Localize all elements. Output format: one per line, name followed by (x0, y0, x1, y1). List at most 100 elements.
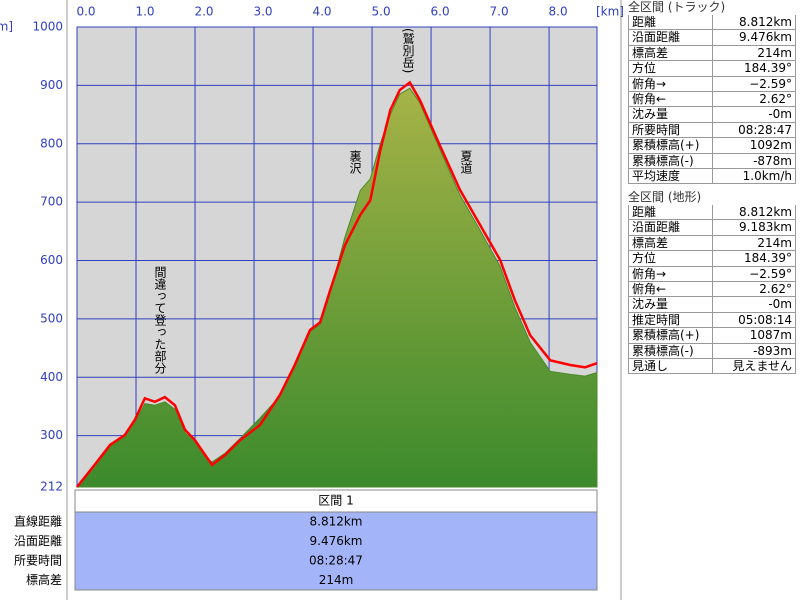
row: 距離 8.812km (628, 15, 796, 31)
x-tick-label: 4.0 (312, 5, 331, 19)
row: 沿面距離 9.183km (628, 220, 796, 236)
section-rows-bg (74, 511, 598, 591)
cell-label: 標高差 (632, 235, 669, 250)
cell-label: 沈み量 (632, 107, 669, 122)
cell-value: -878m (711, 153, 796, 168)
x-tick-label: 0.0 (76, 5, 95, 19)
x-tick-label: 7.0 (490, 5, 509, 19)
x-tick-label: 8.0 (549, 5, 568, 19)
row: 方位 184.39° (628, 61, 796, 77)
annotation: (鷲別岳) (401, 28, 415, 73)
ptitle: 全区間 (地形) (628, 190, 796, 205)
cell-value: 2.62° (711, 281, 796, 297)
cell-value: −2.59° (711, 266, 796, 281)
cell-label: 俯角→ (632, 266, 667, 281)
cell-value: 184.39° (711, 251, 796, 266)
cell-label: 沿面距離 (632, 220, 681, 235)
row: 俯角← 2.62° (628, 281, 796, 298)
row: 累積標高(-) -878m (628, 153, 796, 169)
section-header: 区間 1 (318, 494, 353, 508)
cell-value: 2.62° (711, 91, 796, 107)
y-tick-label: 700 (40, 195, 63, 209)
cell-value: 1.0km/h (711, 168, 796, 184)
track-line (76, 80, 598, 488)
cell-value: 05:08:14 (711, 312, 796, 328)
row: 累積標高(+) 1087m (628, 328, 796, 344)
row: 累積標高(-) -893m (628, 343, 796, 359)
y-tick-label: 900 (40, 78, 63, 92)
section-label: 沿面距離 (14, 534, 62, 548)
cell-label: 距離 (632, 15, 657, 29)
row: 俯角← 2.62° (628, 91, 796, 108)
section-label: 所要時間 (14, 554, 62, 568)
section-label: 直線距離 (14, 514, 62, 529)
cell-label: 累積標高(-) (632, 343, 694, 358)
y-tick-label: 600 (40, 253, 63, 267)
row: 距離 8.812km (628, 205, 796, 221)
terrain-panel: 全区間 (地形) 距離 8.812km 沿面距離 9.183km 標高差 214m 方位 184… (628, 190, 796, 375)
y-tick-label: 400 (40, 370, 63, 384)
cell-label: 標高差 (632, 45, 669, 60)
cell-label: 累積標高(+) (632, 328, 700, 343)
row: 沈み量 -0m (628, 297, 796, 313)
section-value: 08:28:47 (309, 554, 363, 568)
cell-label: 俯角← (632, 281, 667, 296)
y-tick-label: 300 (40, 428, 63, 442)
cell-value: -0m (711, 297, 796, 312)
row: 推定時間 05:08:14 (628, 312, 796, 329)
cell-value: −2.59° (711, 76, 796, 91)
ptitle: 全区間 (トラック) (628, 0, 796, 15)
cell-label: 累積標高(+) (632, 138, 700, 153)
row: 沈み量 -0m (628, 107, 796, 123)
cell-value: 8.812km (711, 205, 796, 220)
cell-value: 214m (711, 45, 796, 61)
y-tick-label: 212 (40, 480, 63, 494)
cell-label: 累積標高(-) (632, 153, 694, 168)
cell-value: 184.39° (711, 61, 796, 76)
row: 標高差 214m (628, 45, 796, 62)
row: 平均速度 1.0km/h (628, 168, 796, 185)
cell-value: 08:28:47 (711, 122, 796, 138)
cell-value: 9.476km (711, 30, 796, 45)
x-tick-label: 1.0 (135, 5, 154, 19)
cell-label: 俯角← (632, 91, 667, 106)
cell-value: 見えません (711, 358, 796, 374)
row: 所要時間 08:28:47 (628, 122, 796, 139)
row: 俯角→ −2.59° (628, 266, 796, 282)
row: 沿面距離 9.476km (628, 30, 796, 46)
section-label: 標高差 (26, 572, 62, 587)
row: 俯角→ −2.59° (628, 76, 796, 92)
x-tick-label: 6.0 (431, 5, 450, 19)
annotation: 裏沢 (348, 149, 362, 175)
y-tick-label: 1000 (32, 20, 63, 34)
cell-label: 推定時間 (632, 312, 681, 327)
y-unit: [m] (0, 20, 13, 34)
cell-label: 見通し (632, 358, 669, 373)
section-value: 8.812km (310, 515, 363, 529)
cell-value: 8.812km (711, 15, 796, 30)
cell-value: 9.183km (711, 220, 796, 235)
cell-label: 方位 (632, 61, 657, 76)
cell-value: -893m (711, 343, 796, 358)
cell-value: -0m (711, 107, 796, 122)
row: 見通し 見えません (628, 358, 796, 375)
cell-label: 俯角→ (632, 76, 667, 91)
x-tick-label: 2.0 (194, 5, 213, 19)
cell-label: 距離 (632, 205, 657, 219)
track-panel: 全区間 (トラック) 距離 8.812km 沿面距離 9.476km 標高差 214m 方位 1… (628, 0, 796, 185)
annotation: 間違って登った部分 (153, 266, 167, 375)
cell-label: 方位 (632, 251, 657, 266)
cell-value: 1087m (711, 328, 796, 343)
section-value: 9.476km (310, 534, 363, 548)
x-tick-label: 5.0 (372, 5, 391, 19)
y-tick-label: 800 (40, 136, 63, 150)
row: 累積標高(+) 1092m (628, 138, 796, 154)
row: 方位 184.39° (628, 251, 796, 267)
cell-value: 1092m (711, 138, 796, 153)
annotation: 夏道 (459, 150, 473, 174)
x-unit: [km] (596, 5, 624, 19)
cell-value: 214m (711, 235, 796, 251)
section-value: 214m (319, 573, 354, 587)
